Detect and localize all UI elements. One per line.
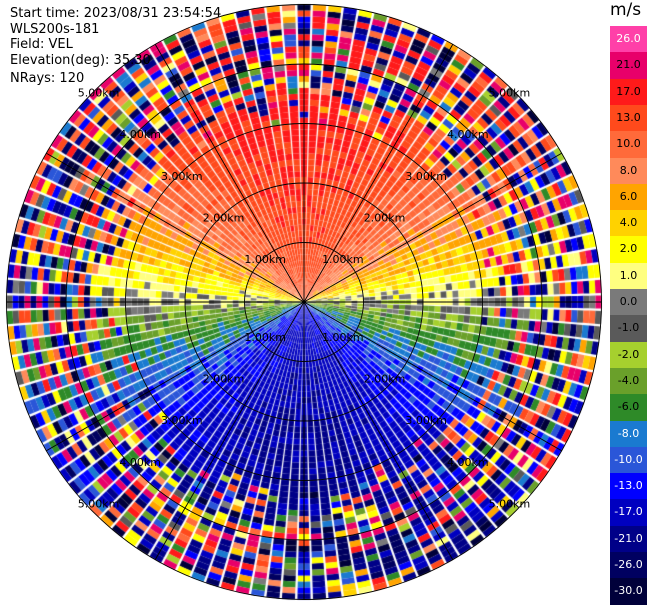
colorbar-tick-label: 2.0: [619, 242, 638, 256]
ring-label: 1.00km: [244, 331, 286, 344]
azimuth-spoke: [303, 44, 454, 303]
azimuth-spoke: [303, 152, 562, 303]
ring-label: 5.00km: [78, 497, 120, 510]
colorbar-bin: [610, 157, 647, 185]
colorbar-tick-label: 4.0: [619, 216, 638, 230]
colorbar-bin: [610, 210, 647, 237]
colorbar-title: m/s: [610, 0, 642, 20]
colorbar-tick-label: -4.0: [617, 373, 640, 387]
colorbar-tick-label: 13.0: [616, 110, 641, 124]
colorbar-tick-label: 8.0: [619, 163, 638, 177]
colorbar-tick-label: -13.0: [614, 479, 643, 493]
ring-label: 4.00km: [119, 128, 161, 141]
ring-label: 2.00km: [364, 373, 406, 386]
colorbar-bin: [610, 52, 647, 80]
ring-label: 2.00km: [203, 373, 245, 386]
colorbar-bin: [610, 578, 647, 606]
colorbar-bin: [610, 236, 647, 264]
colorbar-tick-label: -1.0: [617, 321, 640, 335]
colorbar-bin: [610, 131, 647, 158]
ring-label: 1.00km: [322, 253, 364, 266]
colorbar-bin: [610, 183, 647, 211]
ring-label: 1.00km: [244, 253, 286, 266]
elevation-text: Elevation(deg): 35.30: [10, 53, 151, 68]
colorbar-tick-label: -2.0: [617, 347, 640, 361]
colorbar-bin: [610, 289, 647, 316]
azimuth-spoke: [154, 44, 305, 303]
colorbar-bin: [610, 499, 647, 527]
colorbar-bin: [610, 26, 647, 53]
ring-label: 3.00km: [161, 170, 203, 183]
colorbar-bin: [610, 341, 647, 369]
start-time-text: Start time: 2023/08/31 23:54:54: [10, 6, 222, 21]
colorbar-bin: [610, 420, 647, 448]
colorbar-tick-label: -17.0: [614, 505, 643, 519]
ring-label: 4.00km: [447, 128, 489, 141]
ring-label: 3.00km: [405, 170, 447, 183]
ring-label: 3.00km: [161, 414, 203, 427]
colorbar-tick-label: -26.0: [614, 558, 643, 571]
ring-label: 2.00km: [364, 211, 406, 224]
azimuth-spoke: [46, 301, 305, 452]
colorbar-tick-label: -10.0: [614, 452, 643, 466]
ring-label: 5.00km: [489, 497, 531, 510]
colorbar-tick-label: 21.0: [616, 58, 641, 72]
colorbar-bin: [610, 552, 647, 579]
ring-label: 5.00km: [489, 87, 531, 100]
colorbar-bin: [610, 315, 647, 343]
colorbar-tick-label: 1.0: [619, 268, 638, 282]
ring-label: 4.00km: [447, 456, 489, 469]
colorbar-tick-label: 26.0: [616, 32, 641, 45]
colorbar-bin: [610, 78, 647, 106]
azimuth-spoke: [154, 301, 305, 560]
colorbar-tick-label: -30.0: [614, 584, 643, 598]
colorbar-tick-label: 0.0: [619, 295, 638, 308]
colorbar-tick-label: -6.0: [617, 400, 640, 414]
colorbar-tick-label: 10.0: [616, 137, 641, 151]
field-text: Field: VEL: [10, 37, 73, 52]
ring-label: 4.00km: [119, 456, 161, 469]
colorbar-bin: [610, 367, 647, 395]
azimuth-spoke: [303, 301, 454, 560]
azimuth-spoke: [46, 152, 305, 303]
ring-label: 2.00km: [203, 211, 245, 224]
instrument-text: WLS200s-181: [10, 22, 100, 37]
ring-label: 3.00km: [405, 414, 447, 427]
colorbar-bin: [610, 104, 647, 132]
azimuth-spoke: [303, 301, 562, 452]
colorbar-tick-label: 6.0: [619, 189, 638, 203]
nrays-text: NRays: 120: [10, 71, 85, 86]
colorbar-bin: [610, 446, 647, 474]
colorbar-tick-label: 17.0: [616, 84, 641, 98]
colorbar-bin: [610, 473, 647, 500]
colorbar-tick-label: -8.0: [617, 426, 640, 440]
colorbar-tick-label: -21.0: [614, 531, 643, 545]
colorbar-bin: [610, 262, 647, 290]
colorbar-bin: [610, 525, 647, 553]
ring-label: 5.00km: [78, 87, 120, 100]
colorbar-bin: [610, 394, 647, 421]
ring-label: 1.00km: [322, 331, 364, 344]
